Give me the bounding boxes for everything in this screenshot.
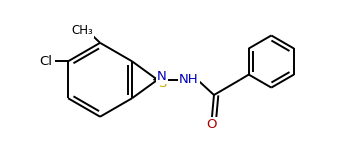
Text: O: O <box>207 118 217 131</box>
Text: NH: NH <box>179 73 199 86</box>
Text: CH₃: CH₃ <box>71 24 93 37</box>
Text: Cl: Cl <box>39 55 52 68</box>
Text: S: S <box>158 76 166 90</box>
Text: N: N <box>157 70 167 83</box>
